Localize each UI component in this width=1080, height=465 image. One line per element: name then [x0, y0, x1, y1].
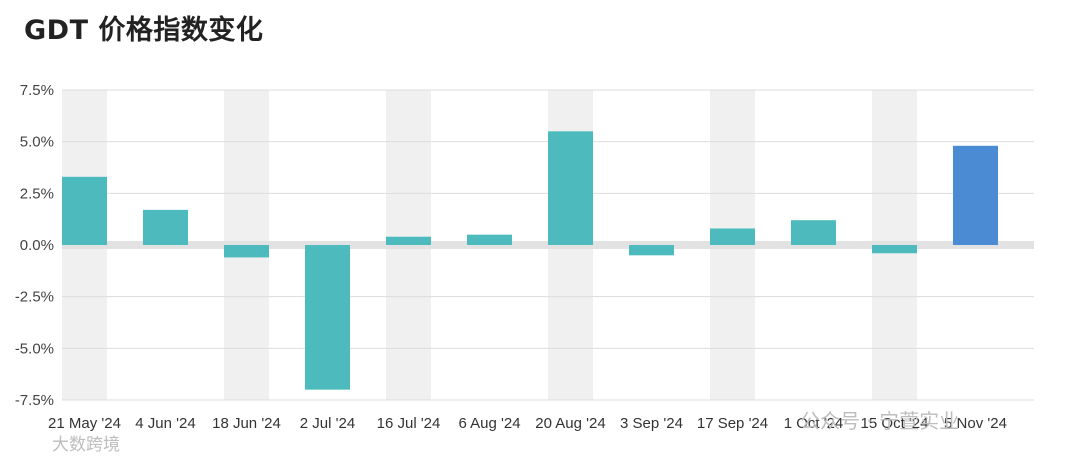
x-tick-label: 20 Aug '24: [535, 415, 605, 432]
bars: [62, 131, 998, 390]
y-tick-label: 2.5%: [20, 185, 54, 202]
bar-20-aug-24: [548, 131, 593, 245]
y-tick-label: 7.5%: [20, 82, 54, 99]
watermark-right: 公众号 · 宁萱实业: [800, 409, 959, 433]
x-tick-label: 2 Jul '24: [300, 415, 355, 432]
bar-5-nov-24: [953, 145, 998, 245]
x-tick-label: 6 Aug '24: [458, 415, 520, 432]
x-tick-label: 16 Jul '24: [377, 415, 441, 432]
x-tick-label: 3 Sep '24: [620, 415, 683, 432]
x-tick-label: 15 Oct '24: [861, 415, 929, 432]
y-tick-label: -5.0%: [15, 340, 54, 357]
chart-title: GDT 价格指数变化: [24, 15, 264, 46]
bar-3-sep-24: [629, 245, 674, 256]
watermarks: 大数跨境 公众号 · 宁萱实业: [52, 409, 959, 455]
x-tick-label: 4 Jun '24: [135, 415, 195, 432]
x-tick-label: 18 Jun '24: [212, 415, 281, 432]
x-tick-label: 21 May '24: [48, 415, 121, 432]
y-tick-label: -2.5%: [15, 289, 54, 306]
y-tick-label: 0.0%: [20, 237, 54, 254]
y-axis-ticks: 7.5% 5.0% 2.5% 0.0% -2.5% -5.0% -7.5%: [15, 82, 54, 409]
bar-15-oct-24: [872, 245, 917, 254]
x-axis-ticks: 21 May '24 4 Jun '24 18 Jun '24 2 Jul '24 16…: [48, 415, 1007, 432]
bar-18-jun-24: [224, 245, 269, 258]
x-tick-label: 17 Sep '24: [697, 415, 768, 432]
bar-2-jul-24: [305, 245, 350, 390]
bar-4-jun-24: [143, 209, 188, 245]
bar-17-sep-24: [710, 228, 755, 245]
bar-6-aug-24: [467, 234, 512, 245]
bar-1-oct-24: [791, 220, 836, 245]
y-tick-label: -7.5%: [15, 392, 54, 409]
y-tick-label: 5.0%: [20, 134, 54, 151]
bar-16-jul-24: [386, 236, 431, 245]
watermark-left: 大数跨境: [52, 435, 120, 455]
x-tick-label: 1 Oct '24: [784, 415, 844, 432]
x-tick-label: 5 Nov '24: [944, 415, 1007, 432]
bar-21-may-24: [62, 176, 107, 245]
